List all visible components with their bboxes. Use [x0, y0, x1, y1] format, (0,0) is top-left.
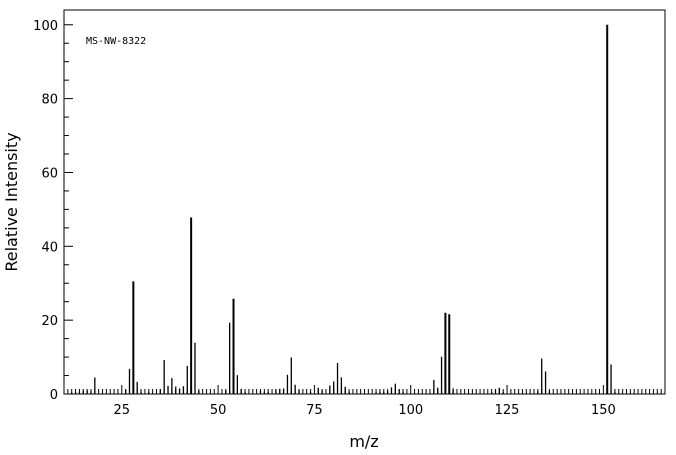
x-axis-label: m/z	[349, 432, 378, 451]
y-tick-label: 100	[33, 19, 58, 34]
x-tick-label: 100	[398, 403, 423, 418]
y-tick-label: 40	[41, 240, 58, 255]
y-tick-label: 60	[41, 166, 58, 181]
plot-axes	[63, 9, 666, 395]
y-tick-label: 0	[50, 388, 58, 403]
x-tick-label: 25	[114, 403, 131, 418]
spectrum-id-label: MS-NW-8322	[86, 36, 146, 47]
y-tick-label: 20	[41, 314, 58, 329]
x-tick-label: 150	[591, 403, 616, 418]
minor-ticks	[63, 24, 666, 395]
x-tick-label: 50	[210, 403, 227, 418]
spectrum-peaks	[71, 24, 616, 394]
x-tick-label: 75	[306, 403, 323, 418]
y-tick-label: 80	[41, 93, 58, 108]
y-axis-label: Relative Intensity	[2, 132, 21, 271]
plot-frame	[63, 9, 666, 395]
x-tick-label: 125	[495, 403, 520, 418]
y-tick-labels: 0 20 40 60 80 100	[33, 19, 58, 403]
x-tick-labels: 25 50 75 100 125 150	[114, 403, 616, 418]
